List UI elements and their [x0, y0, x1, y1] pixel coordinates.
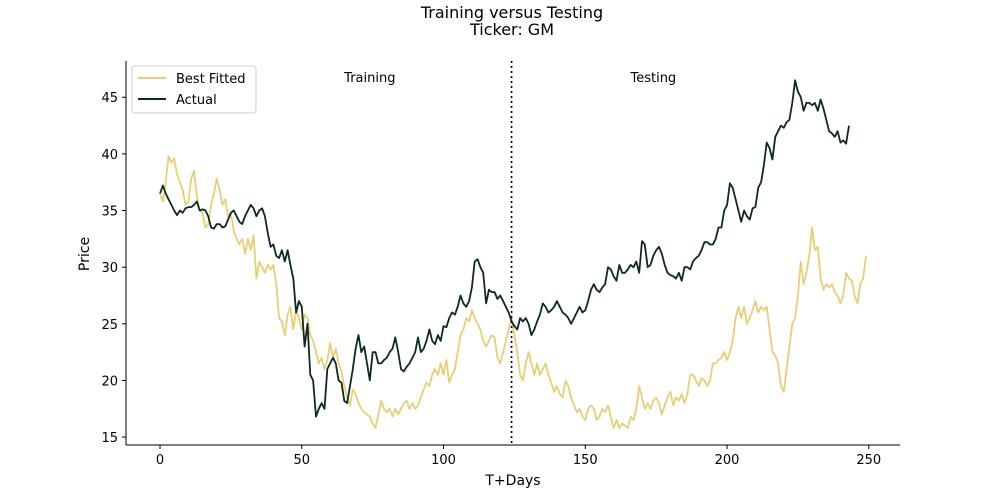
x-tick-label: 100 — [431, 453, 456, 468]
y-tick-label: 40 — [101, 148, 118, 163]
y-tick-label: 25 — [101, 318, 118, 333]
y-tick-label: 30 — [101, 261, 118, 276]
plot-area: Training Testing — [159, 61, 867, 445]
series-line-actual — [159, 79, 850, 418]
y-tick-label: 35 — [101, 205, 118, 220]
annotation-training: Training — [343, 71, 395, 86]
annotation-testing: Testing — [629, 71, 676, 86]
x-tick-label: 50 — [294, 453, 311, 468]
x-axis-label: T+Days — [484, 473, 540, 489]
y-tick-group: 15 20 25 30 35 40 45 — [101, 91, 126, 446]
x-tick-label: 0 — [156, 453, 164, 468]
chart-title: Training versus Testing — [420, 3, 603, 22]
legend: Best Fitted Actual — [131, 65, 257, 114]
y-tick-label: 45 — [101, 91, 118, 106]
x-tick-group: 0 50 100 150 200 250 — [156, 445, 881, 468]
series-line-best-fitted — [159, 155, 867, 429]
legend-label-best-fitted: Best Fitted — [176, 72, 246, 87]
x-tick-label: 150 — [573, 453, 598, 468]
legend-label-actual: Actual — [176, 93, 217, 108]
x-tick-label: 200 — [715, 453, 740, 468]
y-tick-label: 20 — [101, 374, 118, 389]
x-tick-label: 250 — [856, 453, 881, 468]
y-tick-label: 15 — [101, 431, 118, 446]
y-axis-label: Price — [77, 237, 93, 271]
chart-subtitle: Ticker: GM — [469, 20, 554, 39]
